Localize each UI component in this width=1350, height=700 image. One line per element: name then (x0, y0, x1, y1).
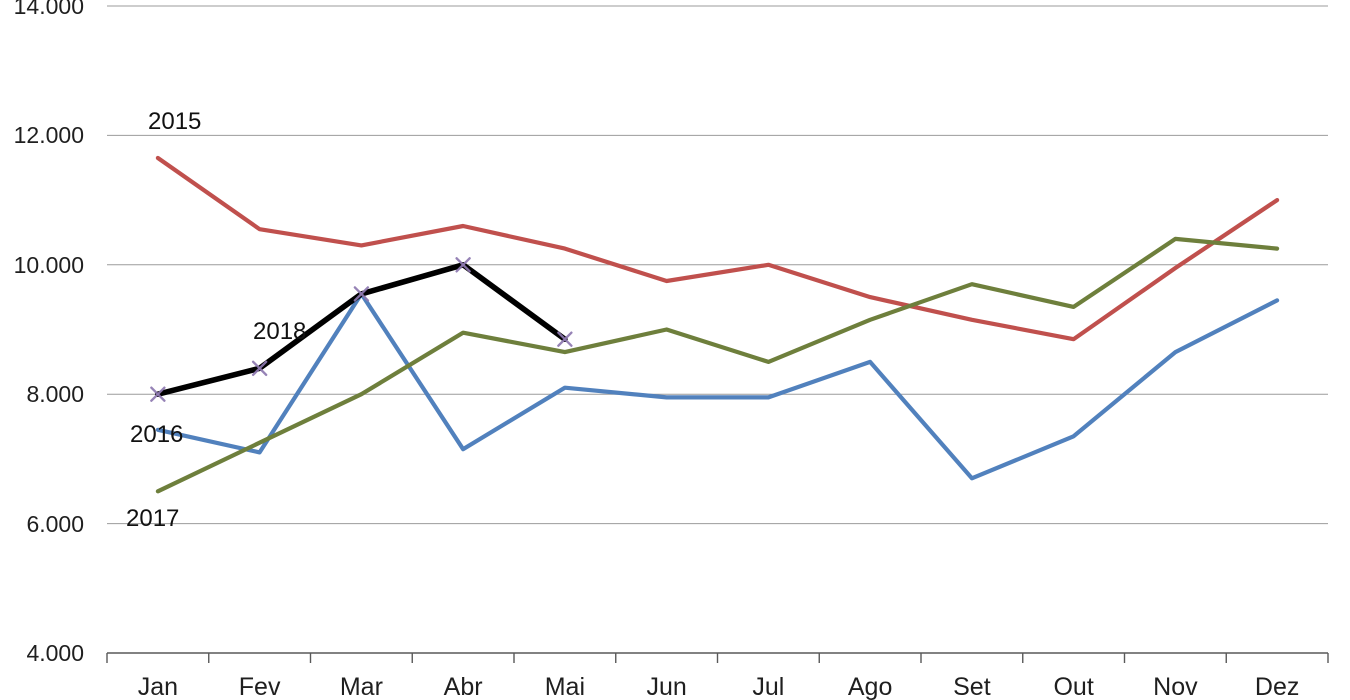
x-tick-label: Jun (646, 673, 687, 700)
series-line-2016 (155, 291, 1280, 481)
x-marker-2018 (557, 331, 573, 347)
x-marker-2018 (353, 286, 370, 302)
y-tick-label: 4.000 (26, 640, 84, 666)
x-tick-label: Jan (137, 673, 179, 700)
y-tick-label: 8.000 (26, 381, 84, 408)
x-marker-2018 (251, 360, 268, 377)
series-label-2016: 2016 (130, 421, 184, 448)
y-tick-label: 6.000 (26, 510, 84, 537)
x-tick-label: Set (953, 673, 991, 700)
y-tick-label: 12.000 (13, 122, 84, 149)
x-marker-2018 (150, 386, 166, 402)
x-tick-label: Ago (847, 673, 893, 700)
x-tick-label: Dez (1254, 673, 1300, 700)
y-tick-label: 14.000 (13, 0, 84, 19)
y-tick-label: 10.000 (13, 251, 84, 278)
series-line-2018 (155, 261, 568, 398)
series-label-2018: 2018 (253, 318, 307, 345)
series-line-2017 (155, 236, 1280, 494)
x-tick-label: Abr (443, 673, 483, 700)
x-tick-label: Jul (752, 673, 785, 700)
x-tick-label: Mar (339, 673, 383, 700)
x-tick-label: Nov (1153, 673, 1198, 700)
x-tick-label: Fev (238, 673, 281, 700)
x-tick-label: Mai (544, 673, 586, 700)
x-tick-label: Out (1053, 673, 1094, 700)
series-label-2015: 2015 (148, 108, 202, 135)
series-line-2015 (155, 155, 1280, 342)
series-label-2017: 2017 (126, 505, 180, 532)
x-marker-2018 (455, 257, 471, 273)
